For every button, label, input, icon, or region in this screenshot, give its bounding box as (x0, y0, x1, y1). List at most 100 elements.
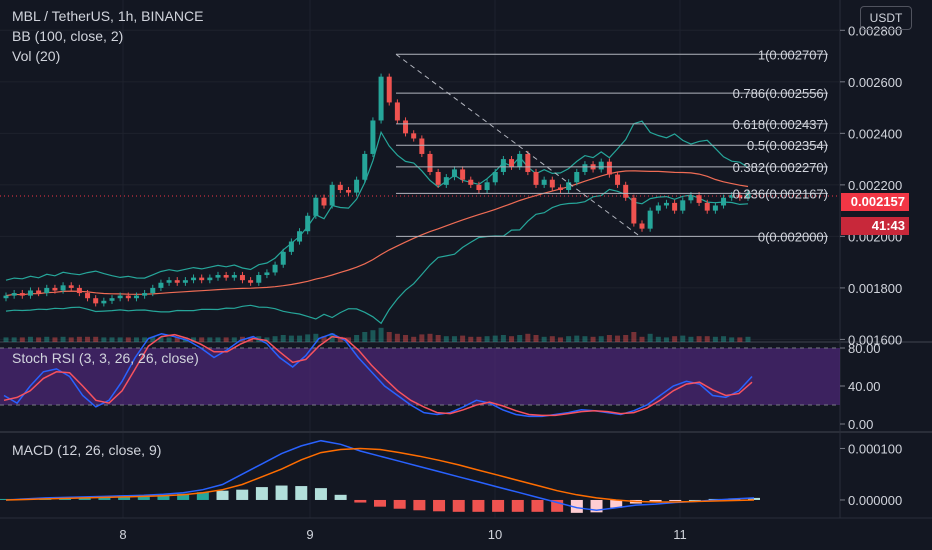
bb-basis-line (5, 170, 749, 297)
volume-bar (288, 335, 294, 342)
candle-body (704, 202, 710, 211)
volume-bar (623, 335, 629, 342)
candle-body (435, 171, 441, 185)
currency-button[interactable]: USDT (860, 6, 912, 30)
candle-body (460, 169, 466, 180)
macd-histogram-bar (137, 495, 150, 500)
candle-body (215, 275, 221, 278)
price-axis[interactable]: 0.0028000.0026000.0024000.0022000.002000… (840, 23, 902, 508)
volume-bar (712, 336, 718, 342)
volume-bar (533, 335, 539, 342)
volume-bar (44, 336, 50, 342)
candle-body (745, 192, 751, 198)
macd-tick-label: 0.000000 (848, 493, 902, 508)
candle-body (737, 195, 743, 198)
volume-bar (500, 335, 506, 342)
volume-bar (541, 336, 547, 342)
volume-bar (492, 335, 498, 342)
stoch-rsi-label[interactable]: Stoch RSI (3, 3, 26, 26, close) (12, 350, 199, 366)
volume-bar (672, 336, 678, 342)
fibonacci-retracement[interactable]: 1(0.002707) 0.786(0.002556) 0.618(0.002437… (395, 47, 828, 244)
volume-bar (427, 333, 433, 342)
candle-body (305, 215, 311, 232)
candle-body (133, 295, 139, 299)
volume-bar (215, 337, 221, 342)
volume-bar (582, 336, 588, 342)
volume-bar (85, 336, 91, 342)
macd-histogram-bar (255, 487, 268, 500)
volume-bar (443, 336, 449, 342)
volume-bar (631, 332, 637, 342)
volume-bar (101, 337, 107, 342)
candle-body (721, 197, 727, 206)
time-axis[interactable]: 8 9 10 11 (119, 527, 686, 542)
candle-body (321, 197, 327, 206)
candle-body (182, 280, 188, 283)
candle-body (663, 202, 669, 206)
macd-histogram-bar (374, 499, 386, 507)
candle-body (76, 287, 82, 294)
pane-separators (0, 0, 932, 519)
candle-body (574, 171, 580, 183)
candle-body (631, 197, 637, 224)
candle-body (248, 280, 254, 283)
fib-level-label: 0(0.002000) (758, 229, 828, 244)
candle-body (158, 282, 164, 288)
volume-bar (696, 336, 702, 342)
candle-body (476, 184, 482, 191)
candle-body (419, 138, 425, 154)
bb-indicator-label[interactable]: BB (100, close, 2) (12, 28, 124, 44)
stoch-rsi-lines (0, 332, 840, 418)
volume-bar (745, 336, 751, 342)
candle-body (52, 287, 58, 291)
macd-label[interactable]: MACD (12, 26, close, 9) (12, 442, 162, 458)
volume-bar (566, 336, 572, 342)
volume-bar (11, 337, 17, 342)
macd-histogram-bar (413, 499, 426, 511)
volume-bar (362, 332, 368, 342)
volume-bar (435, 335, 441, 342)
volume-bar (60, 336, 66, 342)
volume-bar (313, 333, 319, 342)
candle-body (370, 120, 376, 154)
volume-bar (729, 337, 735, 342)
volume-bar (158, 336, 164, 342)
macd-histogram-bar (157, 494, 170, 500)
symbol-title: MBL / TetherUS, 1h, BINANCE (12, 8, 204, 24)
candle-body (394, 102, 400, 121)
volume-bar (76, 336, 82, 342)
time-tick-label: 9 (306, 527, 313, 542)
candle-body (166, 280, 172, 283)
candle-body (492, 171, 498, 183)
macd-series (0, 439, 760, 513)
volume-bar (517, 335, 523, 342)
candle-body (639, 223, 645, 229)
macd-histogram-bar (216, 490, 229, 500)
candle-body (68, 285, 74, 288)
fib-trend-line (395, 53, 641, 237)
volume-bar (150, 336, 156, 342)
macd-histogram-bar (354, 499, 367, 503)
macd-histogram-bar (295, 486, 308, 500)
candle-body (223, 275, 229, 278)
volume-indicator-label[interactable]: Vol (20) (12, 48, 61, 64)
candle-body (615, 174, 621, 185)
volume-bar (345, 337, 351, 342)
volume-bar (557, 337, 563, 342)
price-tick-label: 0.001800 (848, 281, 902, 296)
last-price-tag: 0.002157 (841, 193, 909, 211)
candle-body (533, 171, 539, 185)
candle-body (623, 184, 629, 198)
volume-bar (403, 335, 409, 342)
candle-body (93, 298, 99, 304)
volume-bar (199, 337, 205, 342)
candlesticks (3, 73, 751, 307)
bollinger-bands (5, 120, 749, 325)
macd-histogram-bar (118, 496, 131, 500)
countdown-tag: 41:43 (841, 217, 909, 235)
candle-body (207, 277, 213, 281)
candle-body (44, 287, 50, 294)
candle-body (403, 120, 409, 134)
macd-histogram-bar (649, 499, 662, 503)
